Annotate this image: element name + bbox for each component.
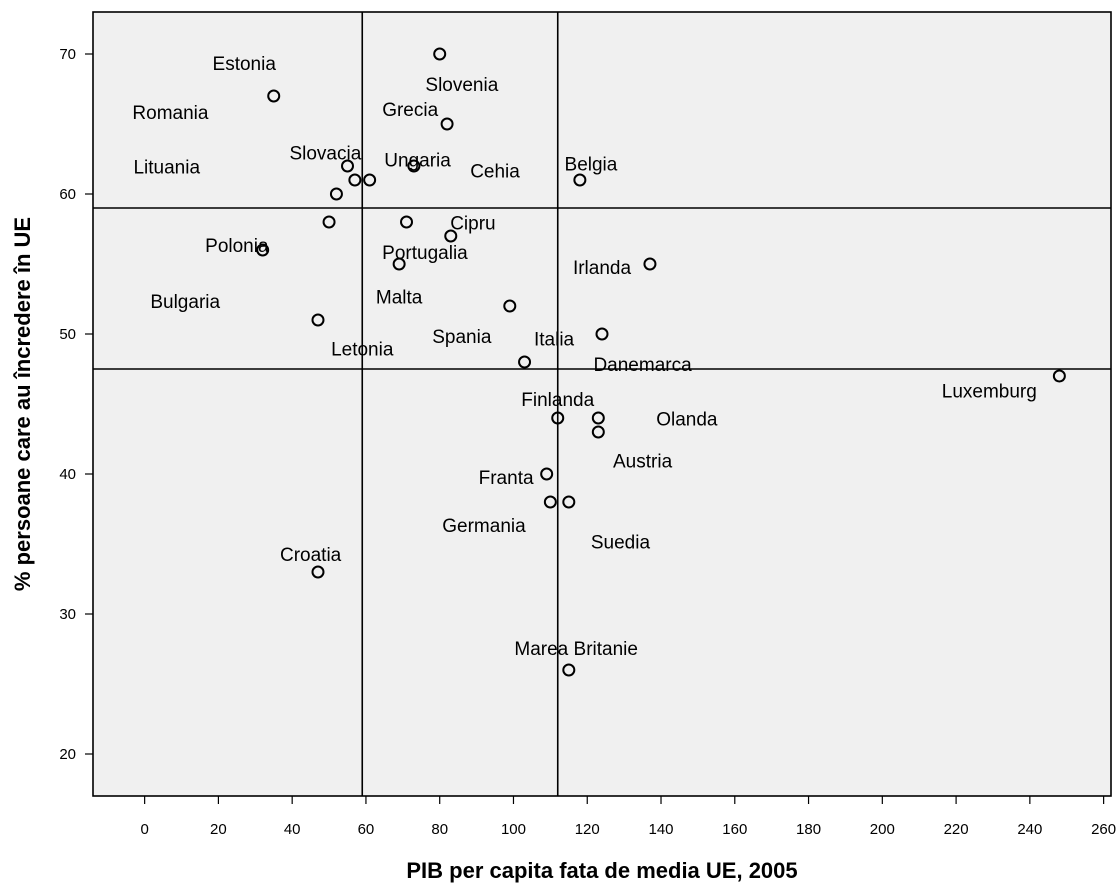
reference-lines xyxy=(93,12,1111,796)
point-label: Irlanda xyxy=(573,258,632,279)
x-tick-label: 60 xyxy=(358,821,375,838)
data-points xyxy=(256,47,1066,677)
data-point xyxy=(562,495,576,509)
plot-area xyxy=(93,12,1111,796)
x-tick-label: 260 xyxy=(1091,821,1116,838)
data-point xyxy=(591,411,605,425)
data-point xyxy=(311,565,325,579)
data-point xyxy=(322,215,336,229)
point-label: Bulgaria xyxy=(150,292,220,313)
data-point xyxy=(311,313,325,327)
point-label: Portugalia xyxy=(382,243,468,264)
data-point xyxy=(551,411,565,425)
point-label: Olanda xyxy=(656,409,718,430)
data-point xyxy=(341,159,354,173)
y-tick-label: 70 xyxy=(59,46,76,63)
point-label: Malta xyxy=(376,288,423,309)
data-point xyxy=(643,257,657,271)
y-tick-label: 50 xyxy=(59,326,76,343)
data-point xyxy=(433,47,447,61)
x-tick-label: 40 xyxy=(284,821,301,838)
point-label: Spania xyxy=(432,327,492,348)
data-point xyxy=(348,173,362,187)
y-axis-title: % persoane care au încredere în UE xyxy=(10,217,35,591)
y-tick-label: 40 xyxy=(59,466,76,483)
x-tick-label: 180 xyxy=(796,821,821,838)
point-label: Polonia xyxy=(205,236,269,257)
data-point xyxy=(400,215,414,229)
x-tick-label: 160 xyxy=(722,821,747,838)
point-label: Belgia xyxy=(565,155,618,176)
data-point xyxy=(573,173,587,187)
data-point xyxy=(407,159,421,173)
point-label: Slovacia xyxy=(289,143,361,164)
data-point xyxy=(363,173,377,187)
point-label: Cehia xyxy=(470,162,520,183)
x-axis: 0 20 40 60 80 100 120 140 160 180 200 220 240 260 xyxy=(140,796,1116,838)
data-point xyxy=(267,89,281,103)
data-point xyxy=(392,257,406,271)
point-label: Estonia xyxy=(213,54,277,75)
x-tick-label: 20 xyxy=(210,821,227,838)
point-label: Croatia xyxy=(280,545,342,566)
x-tick-label: 0 xyxy=(140,821,148,838)
y-tick-label: 60 xyxy=(59,186,76,203)
point-label: Lituania xyxy=(133,157,200,178)
point-label: Franta xyxy=(479,468,534,489)
x-tick-label: 200 xyxy=(870,821,895,838)
point-label: Ungaria xyxy=(384,150,451,171)
y-tick-label: 30 xyxy=(59,606,76,623)
data-point xyxy=(444,229,458,243)
point-label: Austria xyxy=(613,451,673,472)
x-tick-label: 140 xyxy=(648,821,673,838)
point-label: Italia xyxy=(534,330,575,351)
x-axis-title: PIB per capita fata de media UE, 2005 xyxy=(406,858,797,883)
data-point xyxy=(591,425,605,439)
data-point xyxy=(518,355,532,369)
point-label: Romania xyxy=(132,103,208,124)
point-label: Germania xyxy=(442,516,526,537)
point-label: Suedia xyxy=(591,533,651,554)
point-label: Danemarca xyxy=(593,355,692,376)
x-tick-label: 240 xyxy=(1017,821,1042,838)
data-point xyxy=(595,327,609,341)
data-point xyxy=(540,467,554,481)
data-point xyxy=(543,495,557,509)
point-labels: Estonia Slovenia Romania Grecia Slovacia Unga… xyxy=(132,54,1036,660)
point-label: Slovenia xyxy=(425,75,498,96)
x-tick-label: 220 xyxy=(944,821,969,838)
data-point xyxy=(503,299,517,313)
point-label: Grecia xyxy=(382,100,438,121)
x-tick-label: 80 xyxy=(431,821,448,838)
point-label: Finlanda xyxy=(521,390,594,411)
data-point xyxy=(440,117,454,131)
data-point xyxy=(562,663,576,677)
point-label: Letonia xyxy=(331,339,394,360)
data-point xyxy=(1052,369,1066,383)
point-label: Cipru xyxy=(450,213,495,234)
point-label: Marea Britanie xyxy=(514,639,638,660)
x-tick-label: 100 xyxy=(501,821,526,838)
y-axis: 20 30 40 50 60 70 xyxy=(59,46,93,763)
data-point xyxy=(256,243,270,257)
y-tick-label: 20 xyxy=(59,746,76,763)
plot-frame xyxy=(92,11,1112,797)
data-point xyxy=(329,187,343,201)
point-label: Luxemburg xyxy=(942,381,1037,402)
x-tick-label: 120 xyxy=(575,821,600,838)
